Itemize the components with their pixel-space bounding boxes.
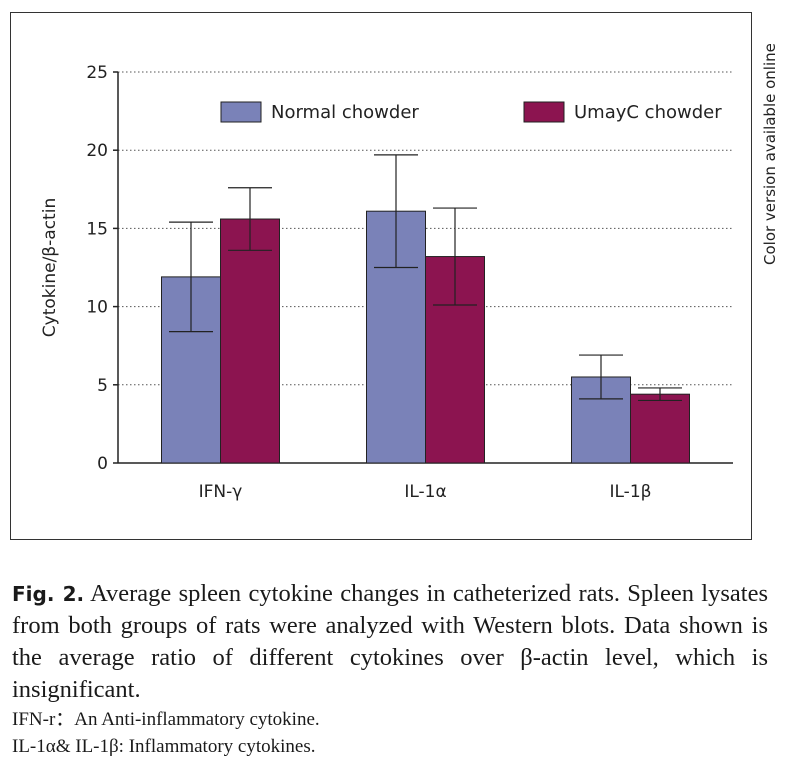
y-tick-label: 5: [97, 376, 108, 396]
y-tick-label: 0: [97, 454, 108, 474]
y-tick-label: 25: [86, 63, 108, 83]
caption-label: Fig. 2.: [12, 582, 85, 606]
bar-umayc-chowder: [630, 393, 690, 464]
caption-note-ifn: IFN-r：An Anti-inflammatory cytokine.: [12, 709, 320, 730]
figure-caption: Fig. 2. Average spleen cytokine changes …: [12, 578, 768, 760]
x-tick-label: IL-1α: [404, 482, 446, 502]
legend-swatch: [220, 101, 262, 123]
legend-label: UmayC chowder: [574, 102, 722, 123]
x-tick-label: IFN-γ: [199, 482, 243, 502]
bar-normal-chowder: [571, 376, 631, 464]
bar-chart: 0 5 10 15 20 25 Cytokine/β-actin IFN-γ IL-1α IL-1…: [40, 63, 733, 502]
caption-note-il1: IL-1α& IL-1β: Inflammatory cytokines.: [12, 736, 316, 757]
caption-text: Average spleen cytokine changes in cathe…: [12, 580, 768, 703]
y-tick-label: 15: [86, 219, 108, 239]
legend-swatch: [523, 101, 565, 123]
x-tick-label: IL-1β: [610, 482, 652, 502]
caption-paragraph: Fig. 2. Average spleen cytokine changes …: [12, 578, 768, 706]
y-tick-label: 10: [86, 298, 108, 318]
legend-label: Normal chowder: [271, 102, 419, 123]
bar-umayc-chowder: [220, 218, 280, 464]
color-version-note: Color version available online: [761, 43, 779, 265]
y-axis-label: Cytokine/β-actin: [40, 198, 60, 337]
chart-frame: 0 5 10 15 20 25 Cytokine/β-actin IFN-γ IL-1α IL-1…: [10, 12, 752, 540]
y-tick-label: 20: [86, 141, 108, 161]
